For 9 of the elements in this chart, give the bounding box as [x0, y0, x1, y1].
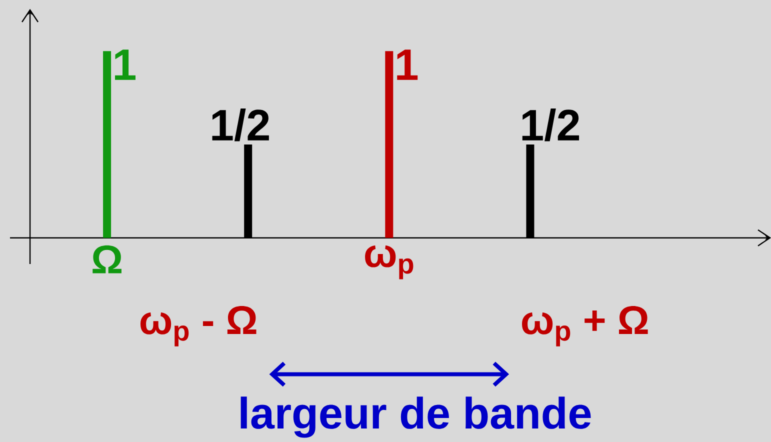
data-label: 1 [115, 50, 136, 80]
text: largeur de bande [240, 396, 591, 438]
data-label: 1 [397, 50, 418, 80]
data-label: 1/2 [522, 108, 580, 142]
text: ω$_{p}$ + Ω [522, 306, 648, 346]
data-label: 1/2 [212, 108, 269, 142]
text: ω$_{p}$ - Ω [140, 306, 256, 346]
x-tick-label: Ω [92, 245, 122, 274]
x-tick-label: ω$_{p}$ [365, 245, 414, 280]
